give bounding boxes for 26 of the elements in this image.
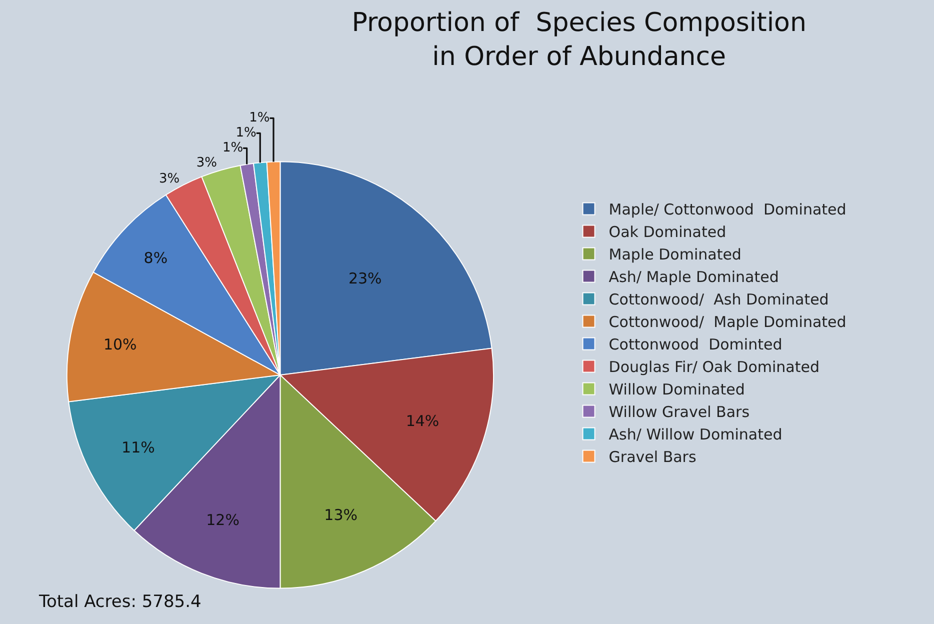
legend-label: Cottonwood Dominted [608, 336, 782, 354]
data-label: 1% [222, 140, 244, 156]
data-label: 23% [348, 270, 382, 288]
data-label: 12% [206, 510, 240, 529]
chart-title: Proportion of Species Composition in Order of Abundance [352, 8, 806, 72]
data-label: 3% [196, 156, 217, 171]
data-label: 14% [406, 412, 440, 430]
legend-label: Ash/ Willow Dominated [608, 426, 782, 444]
legend-label: Cottonwood/ Maple Dominated [608, 313, 846, 332]
data-label: 1% [249, 110, 270, 126]
legend-label: Douglas Fir/ Oak Dominated [608, 358, 820, 376]
data-label: 1% [236, 126, 256, 141]
legend-label: Maple Dominated [608, 246, 742, 264]
legend-label: Willow Gravel Bars [608, 403, 750, 422]
text: Total Acres: 5785.4 [38, 592, 202, 612]
legend-label: Gravel Bars [608, 448, 696, 466]
data-label: 11% [122, 438, 155, 456]
legend-label: Cottonwood/ Ash Dominated [608, 290, 829, 309]
data-label: 13% [324, 506, 358, 524]
legend-label: Ash/ Maple Dominated [608, 268, 779, 286]
data-label: 8% [144, 249, 168, 268]
legend-label: Maple/ Cottonwood Dominated [608, 200, 846, 219]
data-label: 10% [103, 335, 137, 354]
data-label: 3% [158, 171, 180, 186]
legend-label: Willow Dominated [608, 380, 745, 399]
legend-label: Oak Dominated [608, 223, 726, 242]
